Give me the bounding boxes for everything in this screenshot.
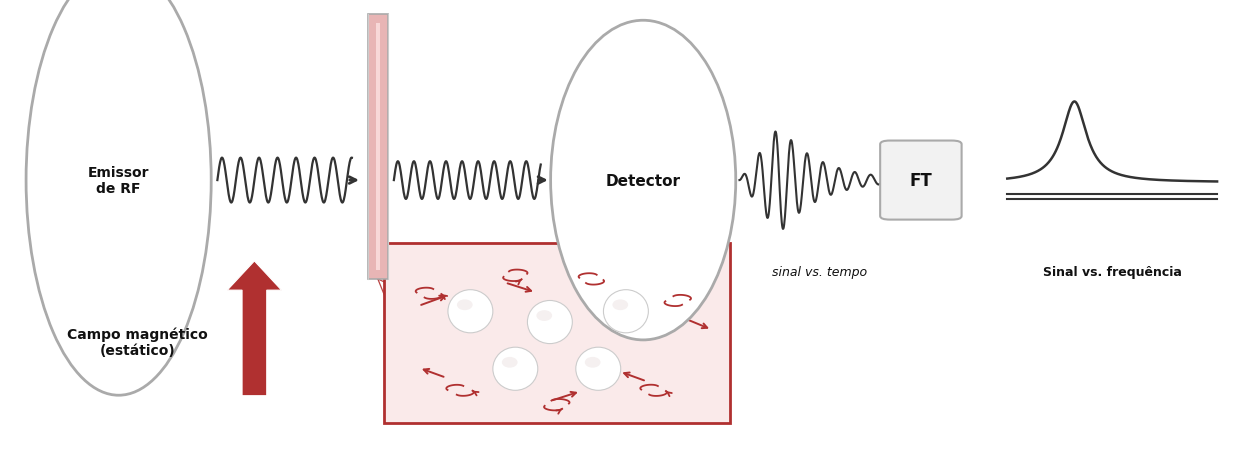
Text: Sinal vs. frequência: Sinal vs. frequência [1043,266,1181,279]
Bar [383,244,730,423]
Ellipse shape [575,347,621,391]
FancyBboxPatch shape [881,141,961,220]
Text: FT: FT [909,172,933,190]
Text: Campo magnético
(estático): Campo magnético (estático) [67,327,208,357]
Text: Emissor
de RF: Emissor de RF [88,166,150,196]
Ellipse shape [550,21,736,340]
Ellipse shape [48,54,177,290]
Ellipse shape [502,357,517,368]
Text: Detector: Detector [606,173,680,188]
Ellipse shape [492,347,538,391]
Ellipse shape [612,300,628,310]
Ellipse shape [456,300,473,310]
Ellipse shape [604,290,648,333]
Ellipse shape [26,0,212,396]
Ellipse shape [537,310,552,321]
Text: sinal vs. tempo: sinal vs. tempo [772,266,867,279]
Ellipse shape [585,357,600,368]
Ellipse shape [576,92,698,252]
FancyBboxPatch shape [376,24,380,270]
Ellipse shape [527,301,573,344]
FancyBboxPatch shape [367,15,387,279]
FancyArrow shape [228,262,282,396]
Ellipse shape [448,290,492,333]
